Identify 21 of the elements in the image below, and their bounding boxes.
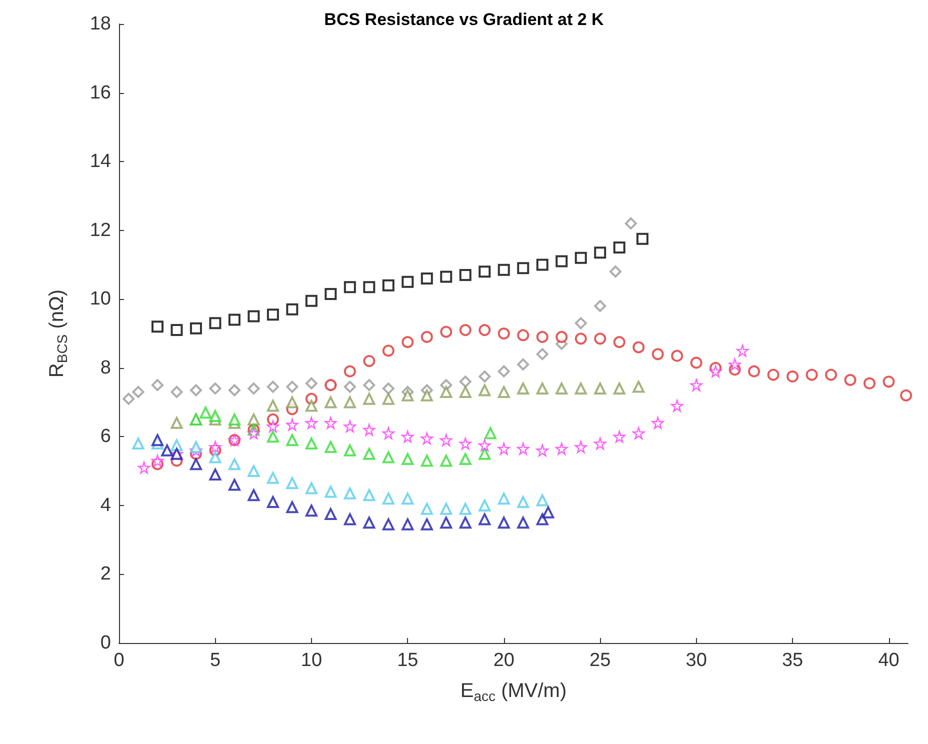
y-tick-label: 2 [100, 564, 111, 585]
x-tick-label: 5 [210, 650, 221, 671]
y-tick-label: 8 [100, 357, 111, 378]
y-tick-label: 4 [100, 494, 112, 516]
y-tick-label: 14 [90, 151, 112, 172]
x-tick-label: 10 [300, 650, 322, 671]
x-tick-label: 25 [590, 650, 611, 671]
x-tick-label: 35 [782, 650, 804, 671]
x-tick-label: 15 [397, 650, 418, 671]
y-tick-label: 16 [90, 82, 111, 104]
x-tick-label: 20 [493, 650, 514, 671]
x-tick-label: 0 [114, 650, 124, 671]
y-tick-label: 0 [100, 632, 111, 654]
x-tick-label: 30 [686, 650, 707, 671]
x-tick-label: 40 [878, 650, 900, 671]
y-tick-label: 10 [90, 288, 111, 310]
y-axis-title: RBCS (nΩ) [46, 289, 70, 378]
y-tick-label: 6 [100, 426, 111, 448]
y-tick-label: 12 [90, 220, 111, 241]
y-tick-label: 18 [90, 14, 111, 34]
chart-title: BCS Resistance vs Gradient at 2 K [324, 10, 605, 29]
